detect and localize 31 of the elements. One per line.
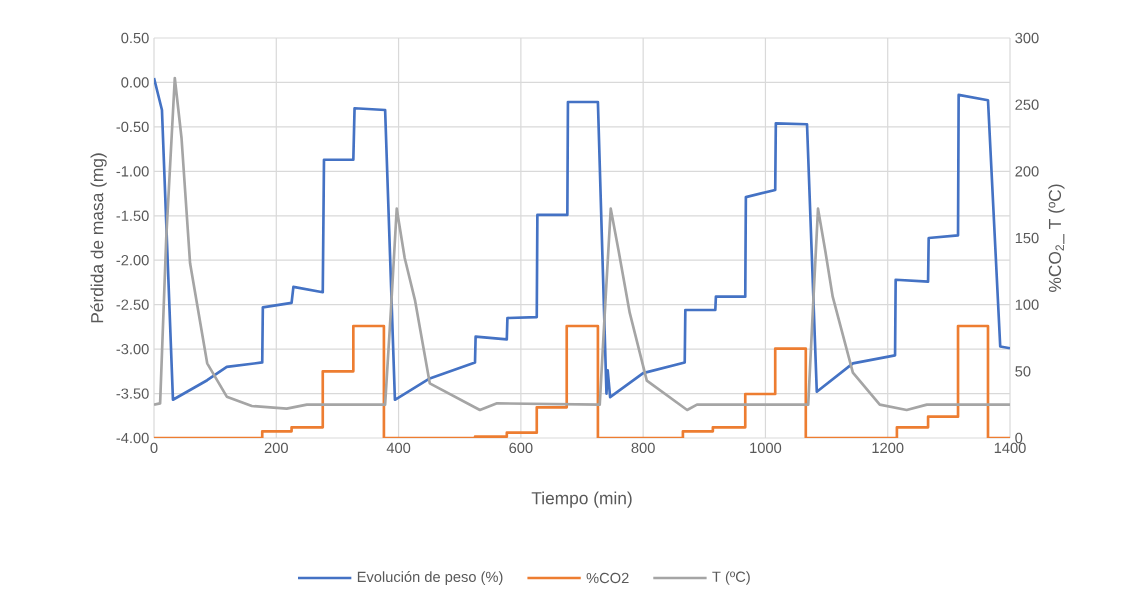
y-tick-label: 0.50 <box>121 32 149 44</box>
y-tick-label: -3.50 <box>116 388 149 399</box>
y-tick-label: 0.00 <box>121 77 149 88</box>
y2-tick-label: 300 <box>1015 32 1039 44</box>
legend-label: Evolución de peso (%) <box>357 571 503 585</box>
y-tick-label: -3.00 <box>116 343 149 355</box>
y-tick-label: -1.50 <box>116 210 149 221</box>
x-tick-label: 200 <box>264 442 288 454</box>
y2-tick-label: 50 <box>1015 366 1031 377</box>
legend-label: T (ºC) <box>712 571 750 585</box>
y-tick-label: -4.00 <box>116 432 149 444</box>
x-tick-label: 1200 <box>872 442 904 454</box>
x-tick-label: 1000 <box>750 442 782 454</box>
y-tick-label: -1.00 <box>116 166 149 177</box>
x-tick-label: 800 <box>631 442 655 454</box>
y2-tick-label: 150 <box>1015 232 1039 244</box>
legend-label: %CO2 <box>586 572 629 584</box>
y-tick-label: -2.00 <box>116 255 149 266</box>
x-tick-label: 600 <box>509 442 533 454</box>
x-tick-label: 400 <box>386 442 411 454</box>
x-axis-title: Tiempo (min) <box>531 491 632 508</box>
x-tick-label: 1400 <box>994 442 1026 454</box>
y-tick-label: -0.50 <box>116 121 149 133</box>
y2-tick-label: 200 <box>1015 166 1039 177</box>
y2-tick-label: 250 <box>1015 99 1039 110</box>
y-axis-title: Pérdida de masa (mg) <box>90 153 107 323</box>
x-tick-label: 0 <box>150 442 158 454</box>
y2-tick-label: 0 <box>1015 432 1023 444</box>
y2-tick-label: 100 <box>1015 299 1039 310</box>
y-tick-label: -2.50 <box>116 299 149 310</box>
y2-axis-title: %CO$_{2}$_ T (ºC) <box>1048 184 1065 292</box>
